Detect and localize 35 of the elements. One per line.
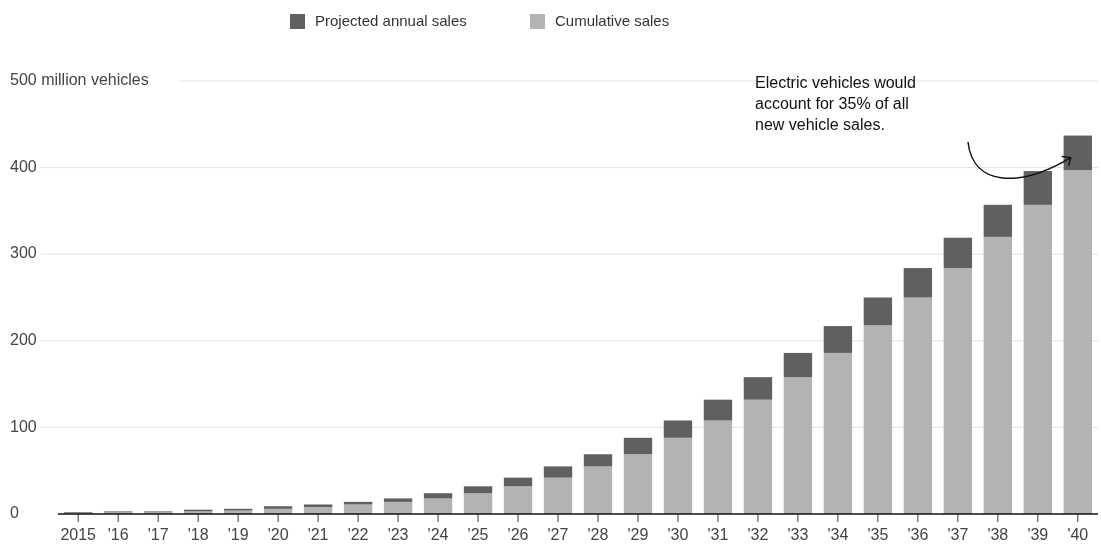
x-tick-label: '28 bbox=[587, 526, 609, 543]
x-tick-label: '16 bbox=[107, 526, 129, 543]
x-tick-label: '29 bbox=[627, 526, 649, 543]
x-tick-label: '22 bbox=[347, 526, 369, 543]
x-tick-label: '24 bbox=[427, 526, 449, 543]
x-tick-label: '31 bbox=[707, 526, 729, 543]
x-tick-label: '23 bbox=[387, 526, 409, 543]
x-tick-label: '27 bbox=[547, 526, 569, 543]
x-tick-label: '36 bbox=[907, 526, 929, 543]
annotation: Electric vehicles would account for 35% of all new vehicle sales. bbox=[755, 74, 916, 133]
x-tick-label: '38 bbox=[987, 526, 1009, 543]
x-tick-label: '17 bbox=[147, 526, 169, 543]
y-tick-label: 200 bbox=[10, 331, 37, 349]
x-tick-label: '25 bbox=[467, 526, 489, 543]
legend-label: Projected annual sales bbox=[315, 11, 467, 29]
x-tick-label: '21 bbox=[307, 526, 329, 543]
x-tick-label: '18 bbox=[187, 526, 209, 543]
x-tick-label: '40 bbox=[1067, 526, 1089, 543]
y-tick-label: 0 bbox=[10, 504, 19, 522]
y-tick-label: 400 bbox=[10, 157, 37, 175]
y-tick-label: 100 bbox=[10, 417, 37, 435]
x-tick-label: '37 bbox=[947, 526, 969, 543]
x-tick-label: '26 bbox=[507, 526, 529, 543]
x-tick-label: '34 bbox=[827, 526, 849, 543]
x-tick-label: '20 bbox=[267, 526, 289, 543]
x-tick-label: '33 bbox=[787, 526, 809, 543]
x-tick-label: '32 bbox=[747, 526, 769, 543]
x-tick-label: '30 bbox=[667, 526, 689, 543]
x-tick-label: '19 bbox=[227, 526, 249, 543]
y-tick-label: 500 million vehicles bbox=[10, 71, 149, 89]
y-tick-label: 300 bbox=[10, 244, 37, 262]
x-tick-label: '35 bbox=[867, 526, 889, 543]
x-tick-label: 2015 bbox=[60, 526, 97, 543]
legend-label: Cumulative sales bbox=[555, 11, 670, 29]
x-tick-label: '39 bbox=[1027, 526, 1049, 543]
